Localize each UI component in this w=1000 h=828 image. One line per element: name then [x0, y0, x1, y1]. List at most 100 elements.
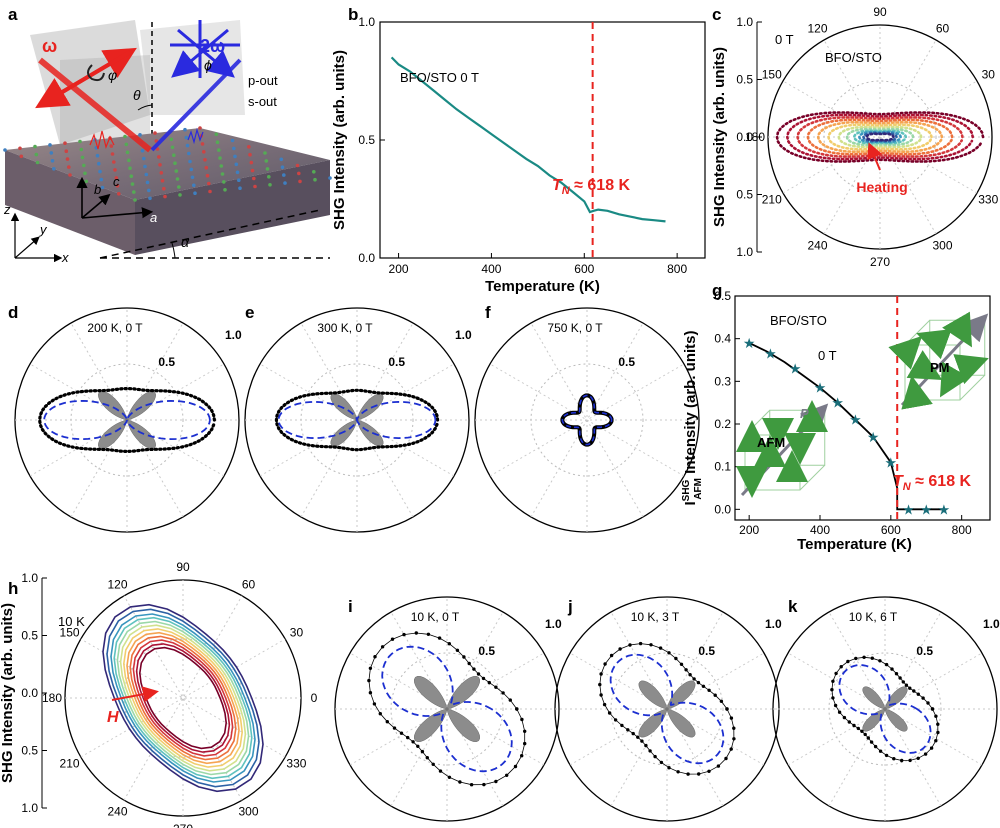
panel-letter-a: a: [8, 5, 18, 24]
measured-shg-point: [620, 723, 624, 728]
measured-shg-line: [831, 656, 939, 761]
lattice-dot: [282, 173, 286, 177]
polar-spoke: [530, 322, 644, 518]
measured-shg-point: [481, 676, 486, 681]
measured-shg-point: [934, 714, 938, 718]
radius-05-label: 0.5: [916, 644, 933, 658]
p-label-pm: P: [974, 322, 983, 337]
polar-spoke: [123, 595, 243, 801]
lattice-dot: [192, 183, 196, 188]
measured-shg-line: [368, 632, 526, 786]
measured-shg-point: [724, 756, 728, 761]
afm-intensity-line: [748, 342, 944, 511]
shg-temperature-series: [390, 56, 666, 223]
x-axis-label: Temperature (K): [485, 278, 600, 295]
field-arrow-label: H: [107, 709, 119, 726]
measured-shg-point: [862, 655, 866, 659]
two-omega-label: 2ω: [200, 36, 225, 56]
lattice-dot: [33, 144, 37, 149]
angle-tick-label: 30: [290, 626, 304, 640]
star-marker: ★: [831, 395, 844, 411]
p-label-afm: P: [800, 406, 809, 421]
measured-shg-point: [613, 718, 618, 722]
measured-shg-point: [667, 651, 671, 655]
angle-tick-label: 180: [42, 691, 62, 705]
measured-shg-point: [701, 684, 706, 688]
measured-shg-point: [494, 779, 498, 784]
sample-annotation: BFO/STO 0 T: [400, 70, 479, 85]
star-marker: ★: [938, 501, 951, 517]
lattice-dot: [98, 169, 102, 174]
tn-label: TN ≈ 618 K: [552, 177, 631, 197]
heating-label: Heating: [856, 179, 907, 195]
radius-1-label: 1.0: [225, 328, 242, 342]
lattice-dot: [172, 153, 176, 157]
polar-spoke: [782, 80, 978, 194]
measured-shg-point: [830, 688, 834, 692]
panel-letter-k: k: [788, 597, 798, 616]
lattice-dot: [50, 159, 55, 163]
radius-05-label: 0.5: [618, 355, 635, 369]
s-out-label: s-out: [248, 94, 277, 109]
measured-shg-point: [411, 740, 415, 744]
angle-tick-label: 210: [762, 193, 782, 207]
lattice-dot: [250, 168, 255, 173]
gray-petal-fit: [862, 686, 908, 732]
measured-shg-point: [425, 756, 429, 760]
measured-shg-point: [732, 726, 736, 730]
measured-shg-point: [472, 667, 476, 671]
lattice-dot: [218, 156, 222, 160]
panel-b-chart: 200 400 600 800 0.0 0.5 1.0 Temperature (K) SHG …: [331, 15, 706, 295]
panel-title: 200 K, 0 T: [87, 321, 143, 335]
radius-05-label: 0.5: [478, 644, 495, 658]
measured-shg-point: [908, 686, 912, 690]
measured-shg-point: [505, 773, 509, 777]
panel-e-chart: 300 K, 0 T 1.0 0.5: [244, 307, 472, 533]
field-label: 0 T: [775, 32, 794, 47]
angle-tick-label: 60: [242, 578, 256, 592]
heating-series-5: [827, 123, 933, 151]
lattice-dot: [114, 176, 119, 180]
star-marker: ★: [885, 454, 898, 470]
measured-shg-point: [402, 632, 406, 637]
lattice-dot: [95, 153, 100, 158]
angle-tick-label: 300: [932, 238, 952, 252]
lattice-dot: [223, 188, 227, 192]
lattice-dot: [138, 133, 142, 137]
blue-dashed-fit: [43, 399, 211, 441]
lattice-dot: [148, 196, 152, 201]
y-axis-label: SHG Intensity (arb. units): [711, 47, 728, 227]
measured-shg-point: [898, 676, 902, 680]
lattice-dot: [49, 151, 54, 155]
measured-shg-point: [854, 656, 858, 661]
afm-cube-edge: [799, 464, 826, 491]
measured-shg-point: [900, 758, 904, 763]
measured-shg-point: [385, 720, 389, 724]
lattice-dot: [170, 145, 175, 150]
measured-shg-point: [420, 749, 425, 754]
heating-series-1: [785, 113, 975, 161]
lattice-dot: [189, 167, 194, 172]
afm-cube-edge: [744, 409, 771, 436]
x-tick-label: 400: [810, 523, 830, 537]
lattice-dot: [169, 137, 174, 142]
panel-letter-f: f: [485, 303, 491, 322]
lattice-dot: [65, 157, 70, 161]
measured-shg-point: [372, 702, 377, 706]
angle-tick-label: 270: [870, 255, 890, 269]
measured-shg-point: [659, 760, 664, 765]
lattice-dot: [82, 163, 86, 168]
lattice-dot: [34, 152, 39, 157]
measured-shg-point: [599, 672, 603, 676]
polar-spoke: [782, 80, 978, 194]
heating-series-11: [865, 132, 895, 142]
phi-out-label: ϕ: [204, 57, 212, 73]
measured-shg-point: [676, 770, 680, 774]
radius-05-label: 0.5: [158, 355, 175, 369]
measured-shg-point: [599, 693, 603, 697]
y-tick-label: 0.2: [714, 417, 731, 431]
spin-arrow: [906, 350, 943, 380]
field-series-8: [129, 635, 237, 761]
star-marker: ★: [743, 335, 756, 351]
panel-k-chart: 10 K, 6 T 1.0 0.5: [772, 596, 1000, 822]
